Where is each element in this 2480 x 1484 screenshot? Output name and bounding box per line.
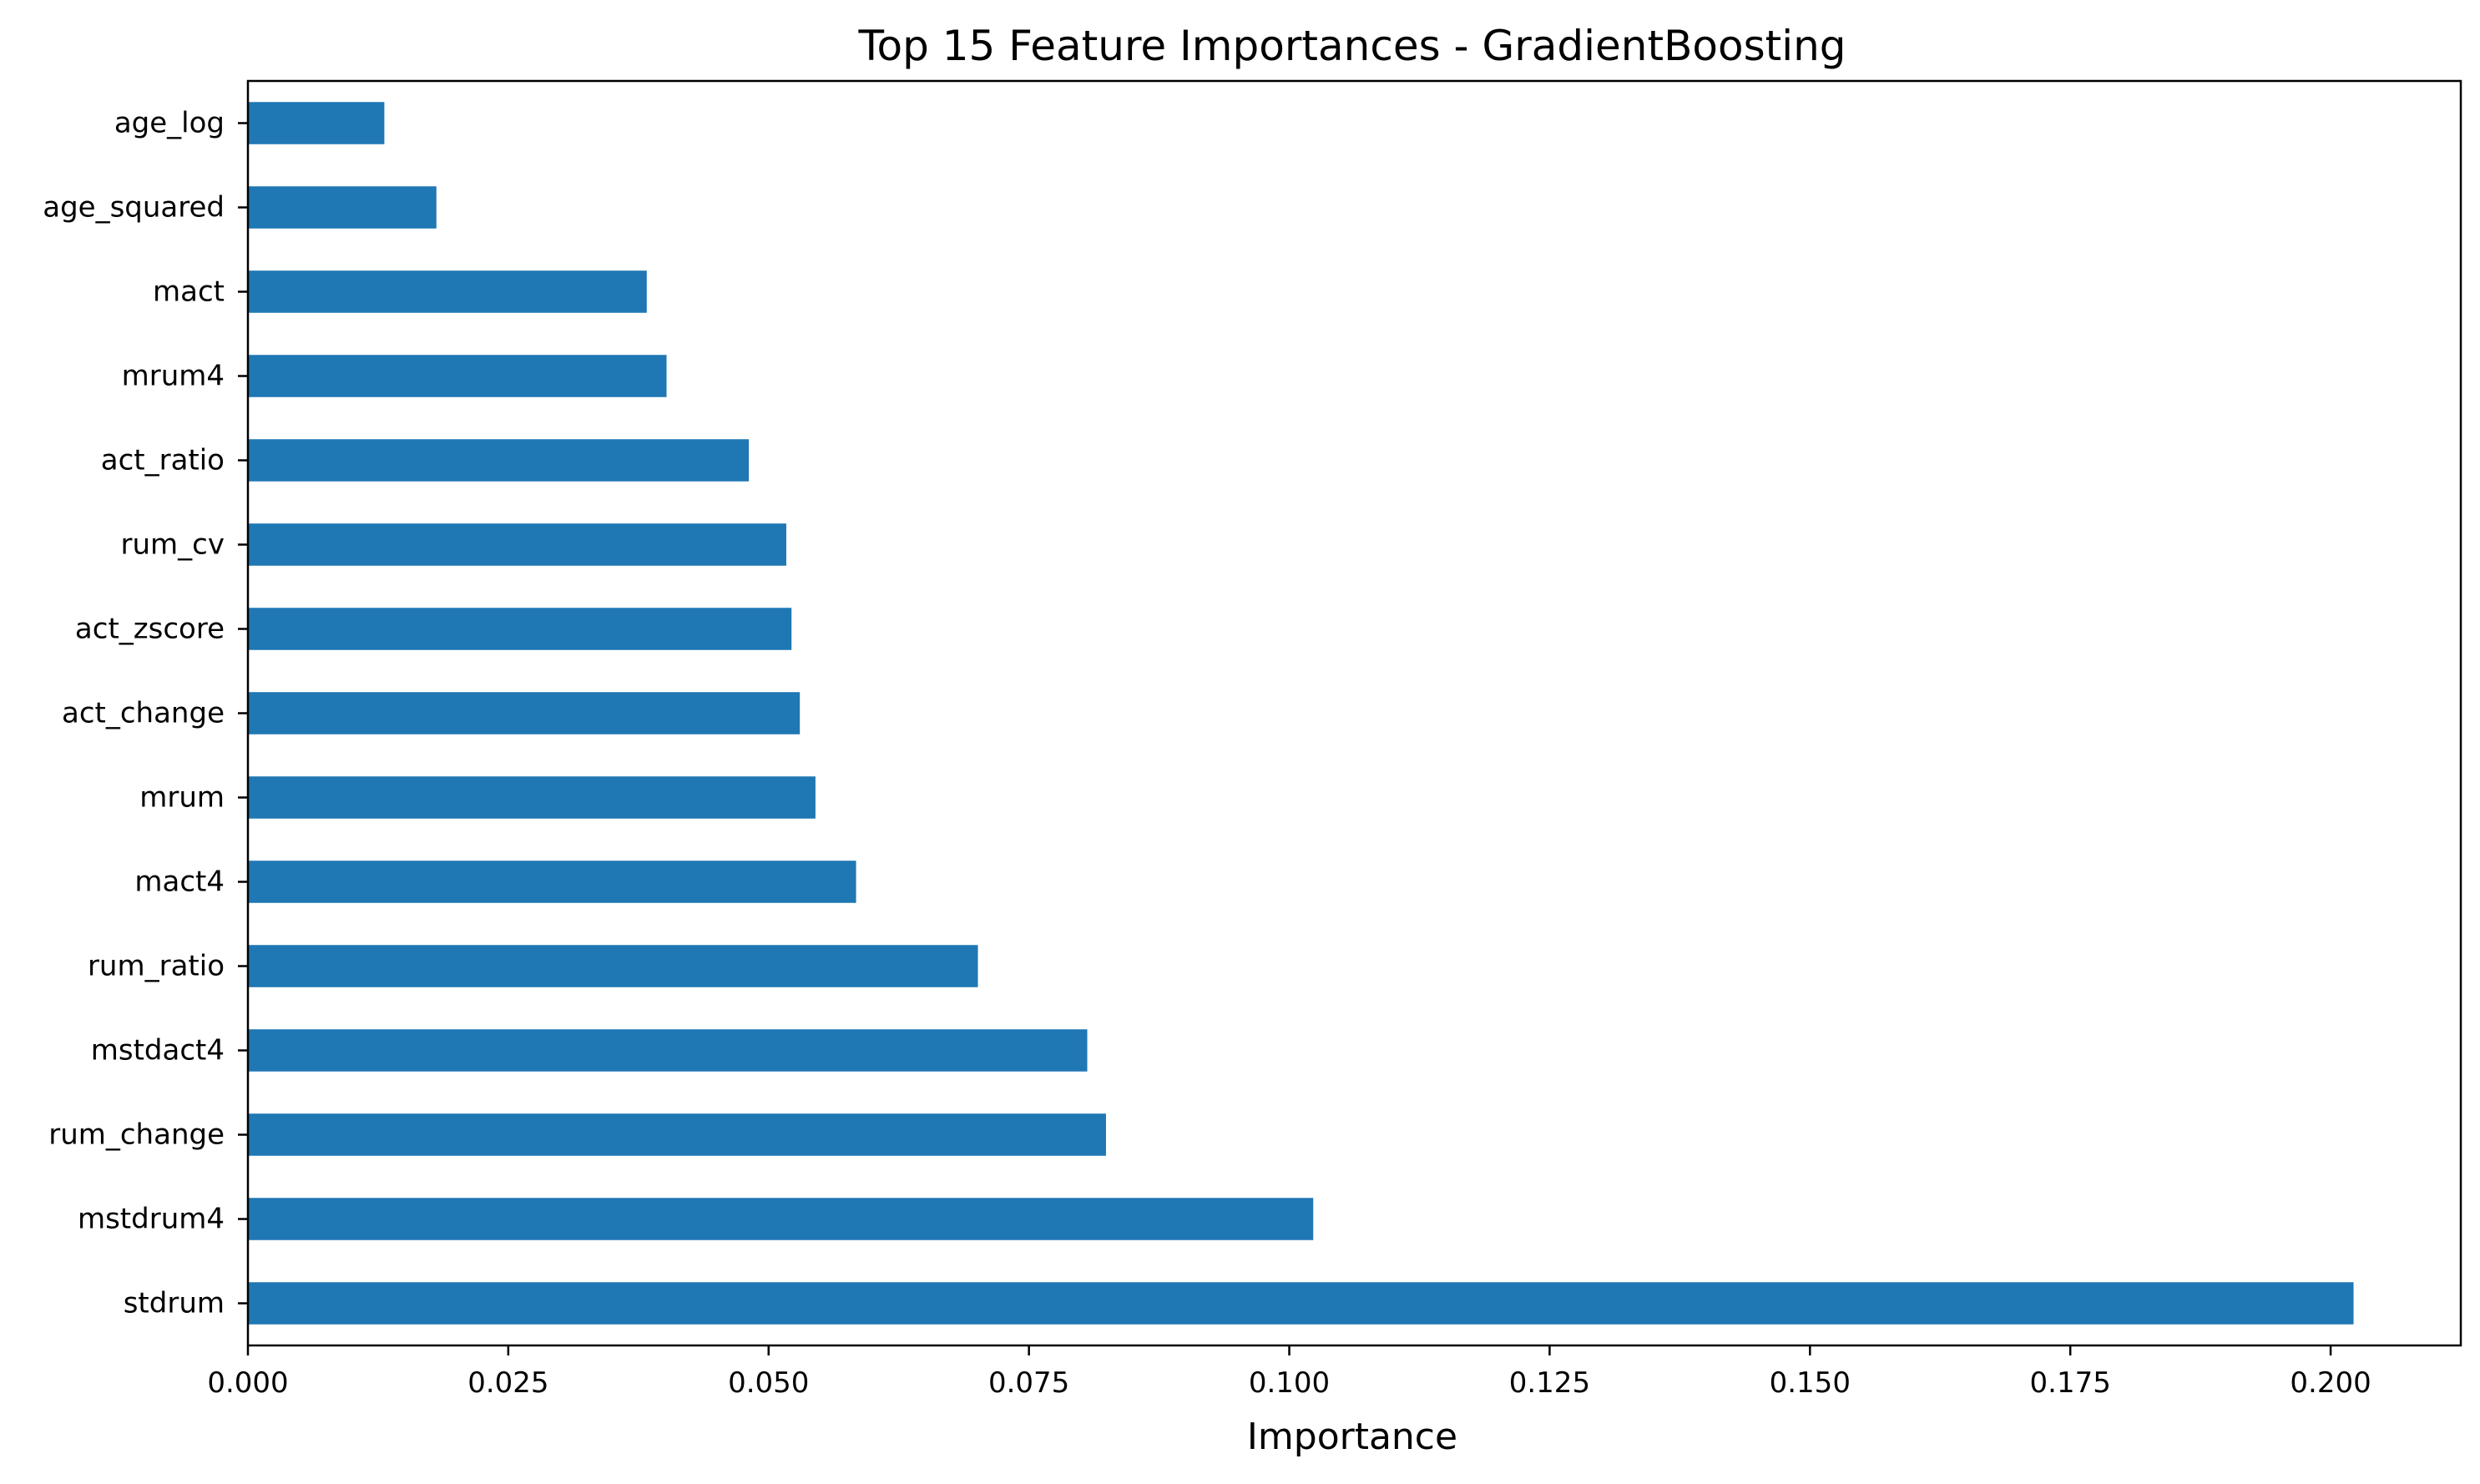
y-tick-label: rum_ratio <box>88 950 225 983</box>
bar-mstdact4 <box>248 1029 1088 1072</box>
bar-mact4 <box>248 861 856 903</box>
y-tick-label: stdrum <box>124 1287 225 1320</box>
x-tick-label: 0.175 <box>2030 1366 2111 1400</box>
x-tick-label: 0.200 <box>2290 1366 2371 1400</box>
bar-mstdrum4 <box>248 1198 1314 1240</box>
x-tick-label: 0.150 <box>1770 1366 1851 1400</box>
x-tick-label: 0.075 <box>988 1366 1069 1400</box>
x-tick-label: 0.025 <box>467 1366 548 1400</box>
x-axis-ticks: 0.000 0.025 0.050 0.075 0.100 0.125 0.150 0.175… <box>207 1345 2371 1400</box>
bar-mrum <box>248 776 816 819</box>
bar-act-ratio <box>248 439 750 482</box>
bars-group <box>248 102 2354 1325</box>
bar-age-squared <box>248 186 437 229</box>
x-tick-label: 0.100 <box>1249 1366 1330 1400</box>
bar-mact <box>248 270 647 313</box>
y-tick-label: act_ratio <box>101 444 225 477</box>
chart-title: Top 15 Feature Importances - GradientBoo… <box>857 22 1846 70</box>
y-tick-label: rum_cv <box>121 528 225 562</box>
bar-age-log <box>248 102 385 144</box>
bar-stdrum <box>248 1282 2354 1325</box>
bar-rum-cv <box>248 523 786 566</box>
bar-rum-ratio <box>248 945 978 987</box>
y-tick-label: mstdact4 <box>91 1034 225 1068</box>
x-tick-label: 0.000 <box>207 1366 288 1400</box>
x-axis-label: Importance <box>1247 1416 1457 1458</box>
bar-act-change <box>248 692 801 734</box>
y-tick-label: rum_change <box>48 1118 225 1152</box>
y-tick-label: mrum <box>139 781 225 815</box>
y-tick-label: mrum4 <box>122 360 225 393</box>
x-tick-label: 0.050 <box>728 1366 809 1400</box>
bar-rum-change <box>248 1113 1106 1156</box>
bar-mrum4 <box>248 355 667 397</box>
y-tick-label: act_zscore <box>75 613 225 646</box>
y-tick-label: mstdrum4 <box>78 1203 225 1236</box>
plot-frame <box>246 79 2462 1347</box>
bar-act-zscore <box>248 608 792 650</box>
x-tick-label: 0.125 <box>1509 1366 1590 1400</box>
y-tick-label: age_log <box>114 107 225 140</box>
y-tick-label: act_change <box>62 697 225 730</box>
y-tick-label: age_squared <box>43 191 225 225</box>
y-tick-label: mact4 <box>134 866 225 899</box>
y-tick-label: mact <box>153 275 225 309</box>
